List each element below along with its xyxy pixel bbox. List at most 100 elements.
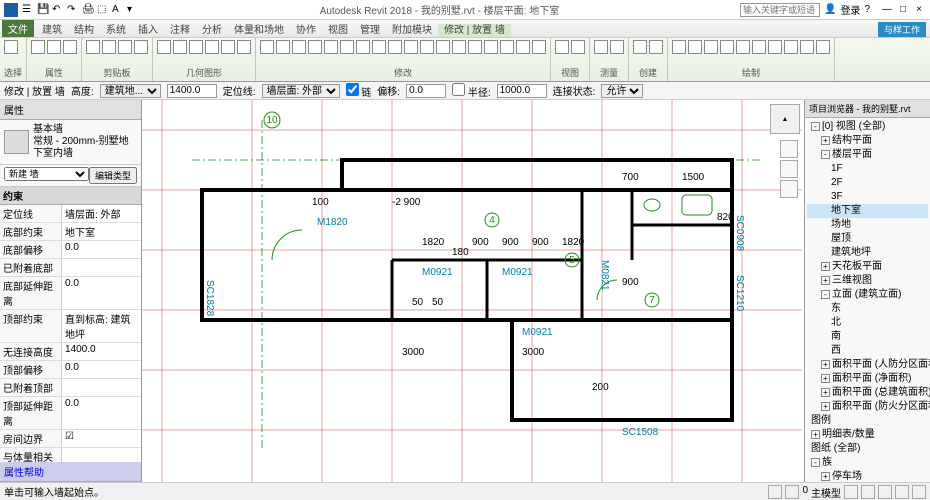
ribbon-button[interactable] (134, 40, 148, 54)
height-input[interactable] (167, 84, 217, 98)
prop-row[interactable]: 已附着顶部 (0, 379, 141, 397)
tree-node[interactable]: +结构平面 (807, 134, 928, 148)
ribbon-tab[interactable]: 系统 (100, 24, 132, 37)
edit-type-button[interactable]: 编辑类型 (89, 167, 137, 184)
ribbon-button[interactable] (237, 40, 251, 54)
status-icon[interactable] (844, 485, 858, 499)
join-select[interactable]: 允许 (601, 84, 643, 98)
drawing-canvas[interactable]: 10457100-2 90018201809009009001820700150… (142, 100, 804, 482)
ribbon-button[interactable] (484, 40, 498, 54)
ribbon-tab[interactable]: 结构 (68, 24, 100, 37)
ribbon-button[interactable] (633, 40, 647, 54)
prop-row[interactable]: 顶部偏移0.0 (0, 361, 141, 379)
prop-row[interactable]: 与体量相关 (0, 448, 141, 462)
minimize-button[interactable]: — (880, 4, 894, 16)
ribbon-button[interactable] (768, 40, 782, 54)
tree-node[interactable]: 屋顶 (807, 232, 928, 246)
status-icon[interactable] (912, 485, 926, 499)
ribbon-button[interactable] (205, 40, 219, 54)
ribbon-button[interactable] (118, 40, 132, 54)
ribbon-button[interactable] (372, 40, 386, 54)
tree-node[interactable]: -[0] 视图 (全部) (807, 120, 928, 134)
prop-row[interactable]: 顶部约束直到标高: 建筑地坪 (0, 310, 141, 343)
tree-node[interactable]: +天花板平面 (807, 260, 928, 274)
ribbon-button[interactable] (736, 40, 750, 54)
ribbon-button[interactable] (221, 40, 235, 54)
prop-row[interactable]: 定位线墙层面: 外部 (0, 205, 141, 223)
search-input[interactable] (740, 3, 820, 17)
ribbon-button[interactable] (47, 40, 61, 54)
tree-node[interactable]: -楼层平面 (807, 148, 928, 162)
tree-node[interactable]: 图例 (807, 414, 928, 428)
radius-check[interactable]: 半径: (452, 83, 491, 99)
ribbon-button[interactable] (816, 40, 830, 54)
ribbon-button[interactable] (672, 40, 686, 54)
ribbon-button[interactable] (324, 40, 338, 54)
tree-node[interactable]: +面积平面 (防火分区面积) (807, 400, 928, 414)
tree-node[interactable]: +明细表/数量 (807, 428, 928, 442)
tree-node[interactable]: +停车场 (807, 470, 928, 482)
property-grid[interactable]: 约束定位线墙层面: 外部底部约束地下室底部偏移0.0已附着底部底部延伸距离0.0… (0, 187, 141, 462)
ribbon-tab[interactable]: 插入 (132, 24, 164, 37)
close-button[interactable]: × (912, 4, 926, 16)
ribbon-tab[interactable]: 建筑 (36, 24, 68, 37)
ribbon-button[interactable] (157, 40, 171, 54)
tree-node[interactable]: 西 (807, 344, 928, 358)
loc-select[interactable]: 墙层面: 外部 (262, 84, 340, 98)
level-select[interactable]: 建筑地... (100, 84, 161, 98)
offset-input[interactable] (406, 84, 446, 98)
prop-row[interactable]: 底部约束地下室 (0, 223, 141, 241)
ribbon-button[interactable] (292, 40, 306, 54)
model-label[interactable]: 主模型 (811, 485, 841, 499)
prop-row[interactable]: 顶部延伸距离0.0 (0, 397, 141, 430)
ribbon-button[interactable] (594, 40, 608, 54)
view-cube[interactable]: ▲ (770, 104, 800, 134)
ribbon-button[interactable] (31, 40, 45, 54)
help-work-button[interactable]: 与样工作 (878, 22, 926, 37)
chain-check[interactable]: 链 (346, 83, 372, 99)
prop-row[interactable]: 底部延伸距离0.0 (0, 277, 141, 310)
radius-input[interactable] (497, 84, 547, 98)
ribbon-button[interactable] (436, 40, 450, 54)
status-icon[interactable] (785, 485, 799, 499)
ribbon-button[interactable] (610, 40, 624, 54)
ribbon-button[interactable] (276, 40, 290, 54)
ribbon-tab[interactable]: 视图 (322, 24, 354, 37)
ribbon-button[interactable] (86, 40, 100, 54)
tree-node[interactable]: 场地 (807, 218, 928, 232)
tree-node[interactable]: -立面 (建筑立面) (807, 288, 928, 302)
maximize-button[interactable]: □ (896, 4, 910, 16)
ribbon-tab[interactable]: 注释 (164, 24, 196, 37)
tree-node[interactable]: +面积平面 (净面积) (807, 372, 928, 386)
ribbon-button[interactable] (468, 40, 482, 54)
ribbon-button[interactable] (532, 40, 546, 54)
user-icon[interactable]: 👤 (824, 4, 836, 15)
new-instance-select[interactable]: 新建 墙 (4, 167, 89, 181)
tree-node[interactable]: 图纸 (全部) (807, 442, 928, 456)
tree-node[interactable]: 地下室 (807, 204, 928, 218)
tree-node[interactable]: 1F (807, 162, 928, 176)
quick-access-toolbar[interactable]: ☰💾↶↷🖨⬚A▾ (22, 4, 139, 16)
ribbon-button[interactable] (260, 40, 274, 54)
prop-row[interactable]: 房间边界☑ (0, 430, 141, 448)
ribbon-button[interactable] (404, 40, 418, 54)
ribbon-button[interactable] (800, 40, 814, 54)
ribbon-button[interactable] (516, 40, 530, 54)
status-icon[interactable] (768, 485, 782, 499)
browser-tree[interactable]: -[0] 视图 (全部)+结构平面-楼层平面1F2F3F地下室场地屋顶建筑地坪+… (805, 118, 930, 482)
ribbon-button[interactable] (356, 40, 370, 54)
ribbon-button[interactable] (173, 40, 187, 54)
login-link[interactable]: 登录 (840, 2, 860, 17)
tree-node[interactable]: 东 (807, 302, 928, 316)
tree-node[interactable]: 2F (807, 176, 928, 190)
properties-help[interactable]: 属性帮助 (0, 462, 141, 482)
ribbon-tab[interactable]: 体量和场地 (228, 24, 290, 37)
file-tab[interactable]: 文件 (2, 20, 34, 37)
prop-row[interactable]: 底部偏移0.0 (0, 241, 141, 259)
ribbon-button[interactable] (308, 40, 322, 54)
ribbon-button[interactable] (571, 40, 585, 54)
ribbon-button[interactable] (752, 40, 766, 54)
ribbon-button[interactable] (720, 40, 734, 54)
tree-node[interactable]: +三维视图 (807, 274, 928, 288)
status-icon[interactable] (895, 485, 909, 499)
